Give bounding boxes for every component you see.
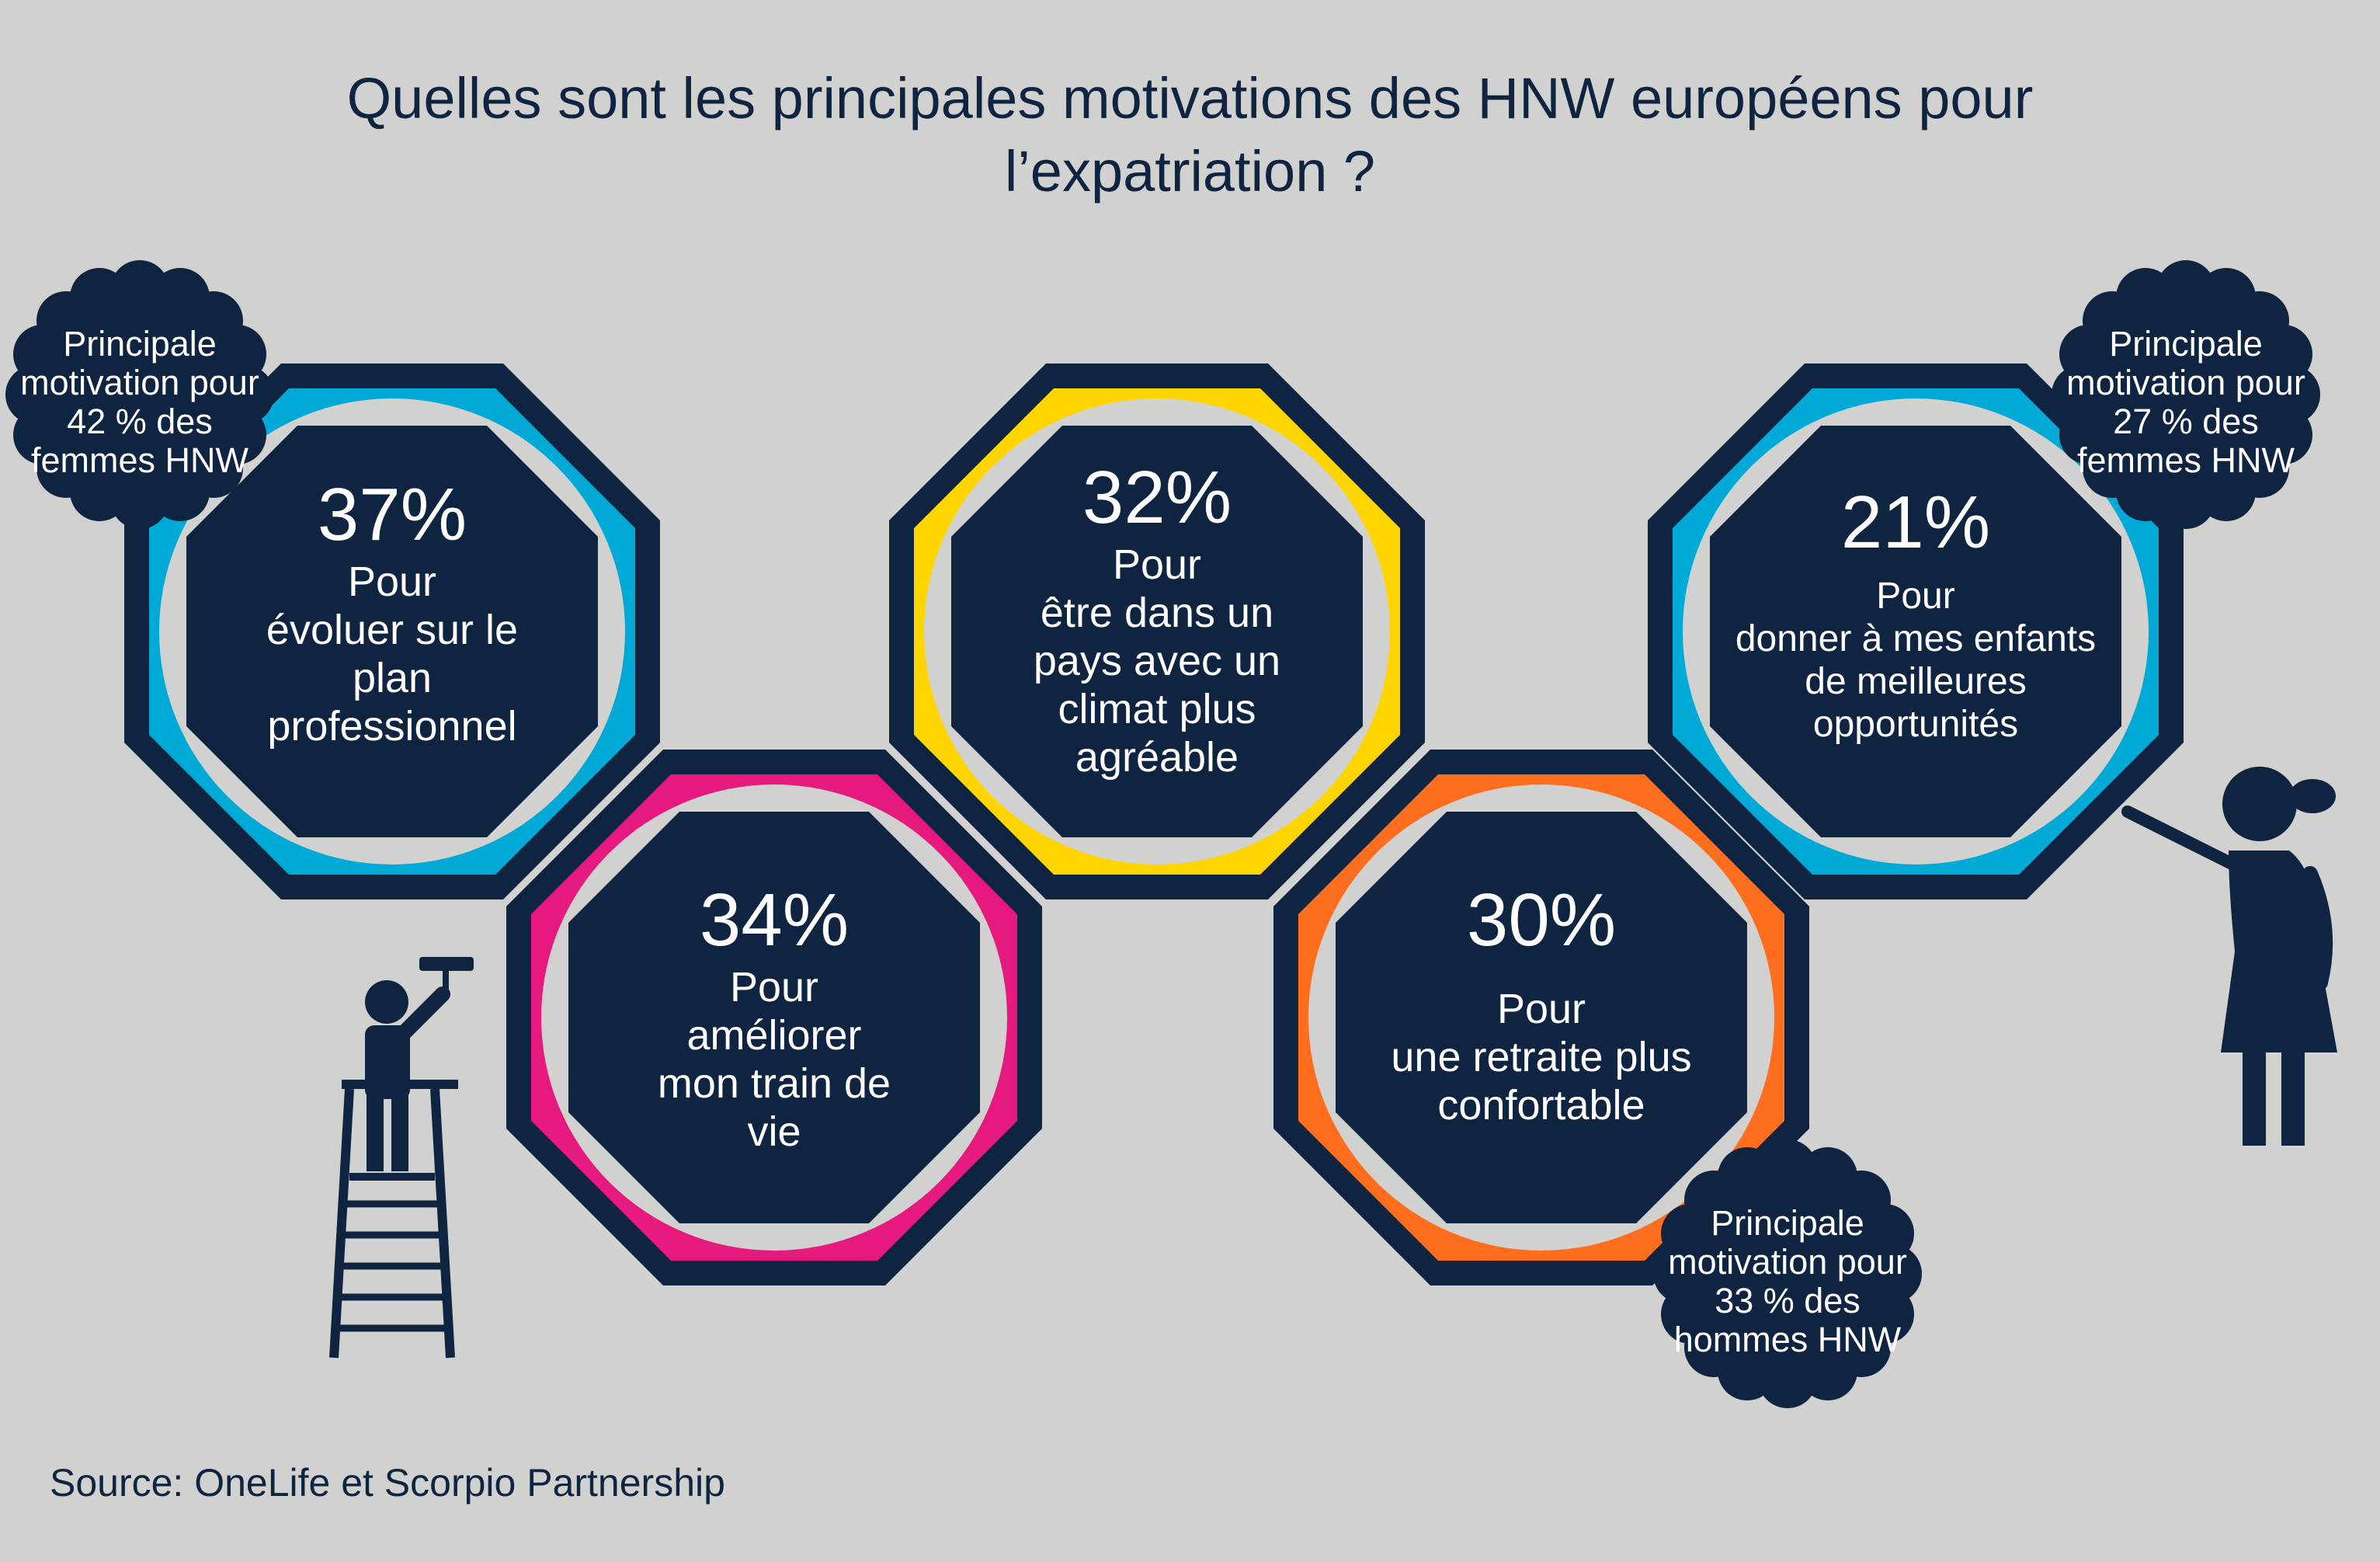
motivation-label: Pour améliorer mon train de vie <box>657 964 891 1155</box>
scalloped-badge-icon <box>5 260 274 529</box>
octagon-ring <box>889 364 1425 899</box>
title-line-1: Quelles sont les principales motivations… <box>346 66 2034 130</box>
title-line-2: l’expatriation ? <box>1004 139 1376 204</box>
motivation-children: 21% Pour donner à mes enfants de meilleu… <box>1648 364 2184 899</box>
motivation-percent: 30% <box>1466 878 1617 962</box>
octagon-ring <box>124 364 660 899</box>
badge-women-27: Principale motivation pour 27 % des femm… <box>2046 255 2326 534</box>
motivation-text: 21% Pour donner à mes enfants de meilleu… <box>1725 480 2106 746</box>
badge-men-33: Principale motivation pour 33 % des homm… <box>1648 1134 1927 1414</box>
octagon-ring <box>506 750 1042 1285</box>
badge-text: Principale motivation pour 33 % des homm… <box>1668 1203 1907 1359</box>
motivation-label: Pour être dans un pays avec un climat pl… <box>1033 541 1281 781</box>
source-credit: Source: OneLife et Scorpio Partnership <box>50 1461 725 1505</box>
motivation-text: 37% Pour évoluer sur le plan professionn… <box>225 472 559 750</box>
painter-on-ladder-icon <box>326 948 481 1363</box>
octagon-ring <box>1273 750 1809 1285</box>
infographic-title: Quelles sont les principales motivations… <box>0 62 2380 208</box>
motivation-lifestyle: 34% Pour améliorer mon train de vie <box>506 750 1042 1285</box>
octagon-ring <box>1648 364 2184 899</box>
scalloped-badge-icon <box>1653 1139 1922 1408</box>
motivation-climate: 32% Pour être dans un pays avec un clima… <box>889 364 1425 899</box>
girl-pointing-icon <box>2112 757 2353 1157</box>
motivation-text: 30% Pour une retraite plus confortable <box>1374 878 1708 1129</box>
scalloped-badge-icon <box>2052 260 2320 529</box>
motivation-retirement: 30% Pour une retraite plus confortable <box>1273 750 1809 1285</box>
motivation-percent: 34% <box>699 878 850 962</box>
motivation-career: 37% Pour évoluer sur le plan professionn… <box>124 364 660 899</box>
motivation-label: Pour donner à mes enfants de meilleures … <box>1735 576 2097 745</box>
motivation-percent: 21% <box>1840 481 1991 564</box>
badge-text: Principale motivation pour 27 % des femm… <box>2066 324 2305 480</box>
motivation-label: Pour évoluer sur le plan professionnel <box>266 558 519 750</box>
motivation-text: 32% Pour être dans un pays avec un clima… <box>990 455 1324 781</box>
badge-text: Principale motivation pour 42 % des femm… <box>20 324 259 480</box>
badge-women-42: Principale motivation pour 42 % des femm… <box>0 255 280 534</box>
motivation-text: 34% Pour améliorer mon train de vie <box>607 878 941 1156</box>
motivation-percent: 37% <box>317 473 467 556</box>
motivation-percent: 32% <box>1082 456 1232 539</box>
motivation-label: Pour une retraite plus confortable <box>1391 986 1692 1129</box>
